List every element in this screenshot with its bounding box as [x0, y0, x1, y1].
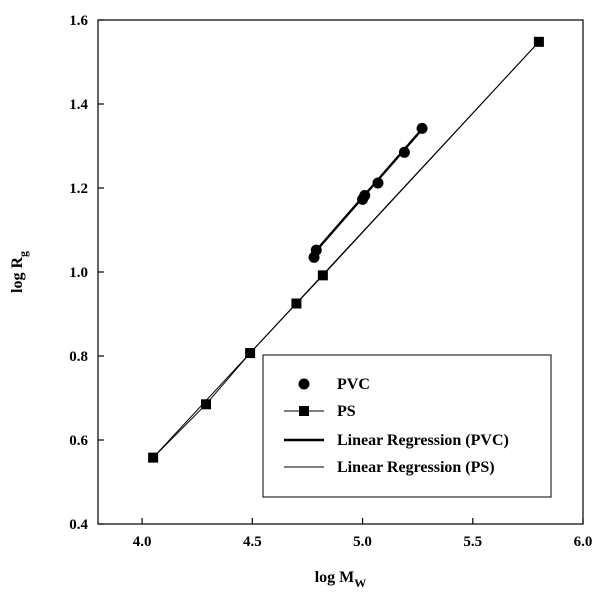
y-tick-label-1: 0.6: [69, 433, 88, 449]
legend-label-ps: PS: [337, 403, 356, 420]
y-tick-label-3: 1.0: [69, 265, 88, 281]
ps-point-1: [201, 399, 212, 410]
ps-point-5: [533, 36, 544, 47]
y-tick-label-2: 0.8: [69, 349, 88, 365]
x-axis-title-subscript: W: [354, 576, 366, 590]
legend-symbol-ps: [299, 406, 309, 416]
y-axis-title-subscript: g: [16, 251, 30, 257]
x-axis-title: log MW: [315, 569, 367, 590]
ps-point-0: [148, 452, 159, 463]
pvc-point-5: [398, 146, 410, 158]
legend-symbol-pvc: [298, 378, 310, 390]
y-axis-title: log Rg: [9, 251, 30, 293]
pvc-point-1: [310, 244, 322, 256]
ps-point-2: [245, 348, 256, 359]
y-tick-label-0: 0.4: [69, 517, 88, 533]
y-tick-label-5: 1.4: [69, 97, 88, 113]
y-axis-title-main: log R: [9, 257, 26, 293]
legend-label-regression-pvc: Linear Regression (PVC): [337, 432, 509, 449]
legend-label-regression-ps: Linear Regression (PS): [337, 459, 495, 476]
x-tick-label-3: 5.5: [463, 534, 482, 550]
x-tick-label-1: 4.5: [243, 534, 262, 550]
legend-layer: PVC PS Linear Regression (PVC) Linear Regre…: [262, 354, 552, 498]
pvc-point-6: [416, 122, 428, 134]
series-layer: [148, 36, 544, 463]
y-tick-label-6: 1.6: [69, 13, 88, 29]
y-tick-label-4: 1.2: [69, 181, 88, 197]
x-tick-label-0: 4.0: [133, 534, 152, 550]
ps-point-3: [291, 298, 302, 309]
ps-point-4: [317, 270, 328, 281]
pvc-point-4: [372, 177, 384, 189]
ps-series-line: [152, 41, 540, 458]
legend-box: [262, 354, 552, 498]
pvc-point-3: [359, 190, 371, 202]
x-tick-label-4: 6.0: [574, 534, 593, 550]
x-axis-title-main: log M: [315, 569, 355, 586]
legend-label-pvc: PVC: [337, 376, 370, 393]
axes-layer: 4.0 4.5 5.0 5.5 6.0 0.4 0.6 0.8 1.0 1.2 1.4 1.6 log …: [9, 13, 592, 590]
x-tick-label-2: 5.0: [353, 534, 372, 550]
